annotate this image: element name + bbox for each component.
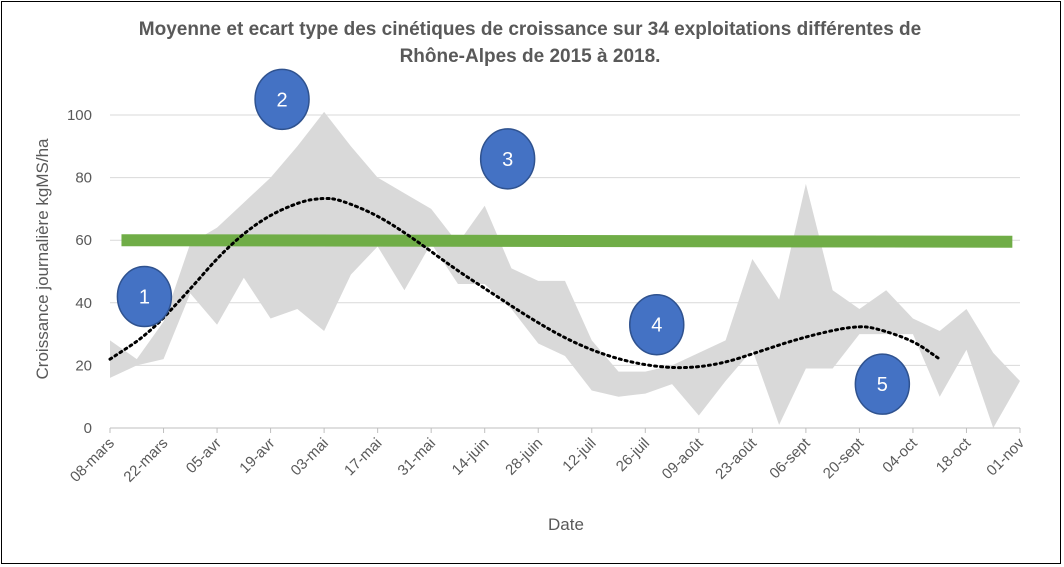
marker-circle [629,293,685,356]
x-tick-label: 26-juil [613,435,653,475]
x-tick-label: 04-oct [879,434,921,476]
marker-3: 3 [479,128,536,190]
marker-circle [116,265,173,328]
chart-title: Moyenne et ecart type des cinétiques de … [138,19,922,67]
y-tick-label: 100 [67,107,92,124]
x-tick-label: 17-mai [341,435,385,479]
y-tick-label: 80 [75,170,92,187]
marker-label: 4 [651,315,662,337]
marker-circle [254,68,310,131]
marker-1: 1 [116,265,173,328]
marker-circle [854,353,911,415]
marker-label: 5 [877,374,888,396]
marker-label: 3 [502,149,513,171]
std-dev-band [110,111,1020,429]
x-tick-label: 05-avr [183,435,225,477]
y-tick-label: 40 [75,295,92,312]
threshold-line [121,234,1013,248]
trend-curve [108,196,942,370]
x-tick-label: 01-nov [983,434,1028,479]
numbered-markers: 1 2 3 4 5 [116,68,911,415]
x-tick-label: 23-août [712,434,761,483]
x-tick-label: 28-juin [502,435,546,479]
x-axis-title: Date [548,515,584,534]
y-tick-label: 60 [75,232,92,249]
x-tick-label: 31-mai [395,435,439,479]
marker-circle [479,128,536,190]
x-tick-label: 22-mars [120,435,171,486]
trend-line [108,196,942,370]
x-tick-label: 18-oct [933,434,975,476]
x-tick-label: 12-juil [559,435,599,475]
x-tick-label: 14-juin [449,435,493,479]
x-tick-label: 20-sept [820,434,868,482]
y-tick-label: 20 [75,357,92,374]
y-axis-ticks: 0 20 40 60 80 100 [67,107,92,437]
y-axis-title: Croissance journalière kgMS/ha [33,138,52,379]
marker-5: 5 [854,353,911,415]
threshold-bar [121,234,1013,248]
x-tick-label: 09-août [659,434,708,483]
x-tick-label: 06-sept [766,434,814,482]
marker-4: 4 [629,293,685,356]
y-tick-label: 0 [84,420,92,437]
x-tick-label: 19-avr [236,435,278,477]
std-dev-area [110,111,1020,429]
marker-label: 1 [139,287,150,309]
marker-2: 2 [254,68,310,131]
marker-label: 2 [276,89,287,111]
x-axis-ticks: 08-mars 22-mars 05-avr 19-avr 03-mai 17-mai 31… [67,428,1028,486]
x-tick-label: 03-mai [287,435,331,479]
x-tick-label: 08-mars [67,435,118,486]
